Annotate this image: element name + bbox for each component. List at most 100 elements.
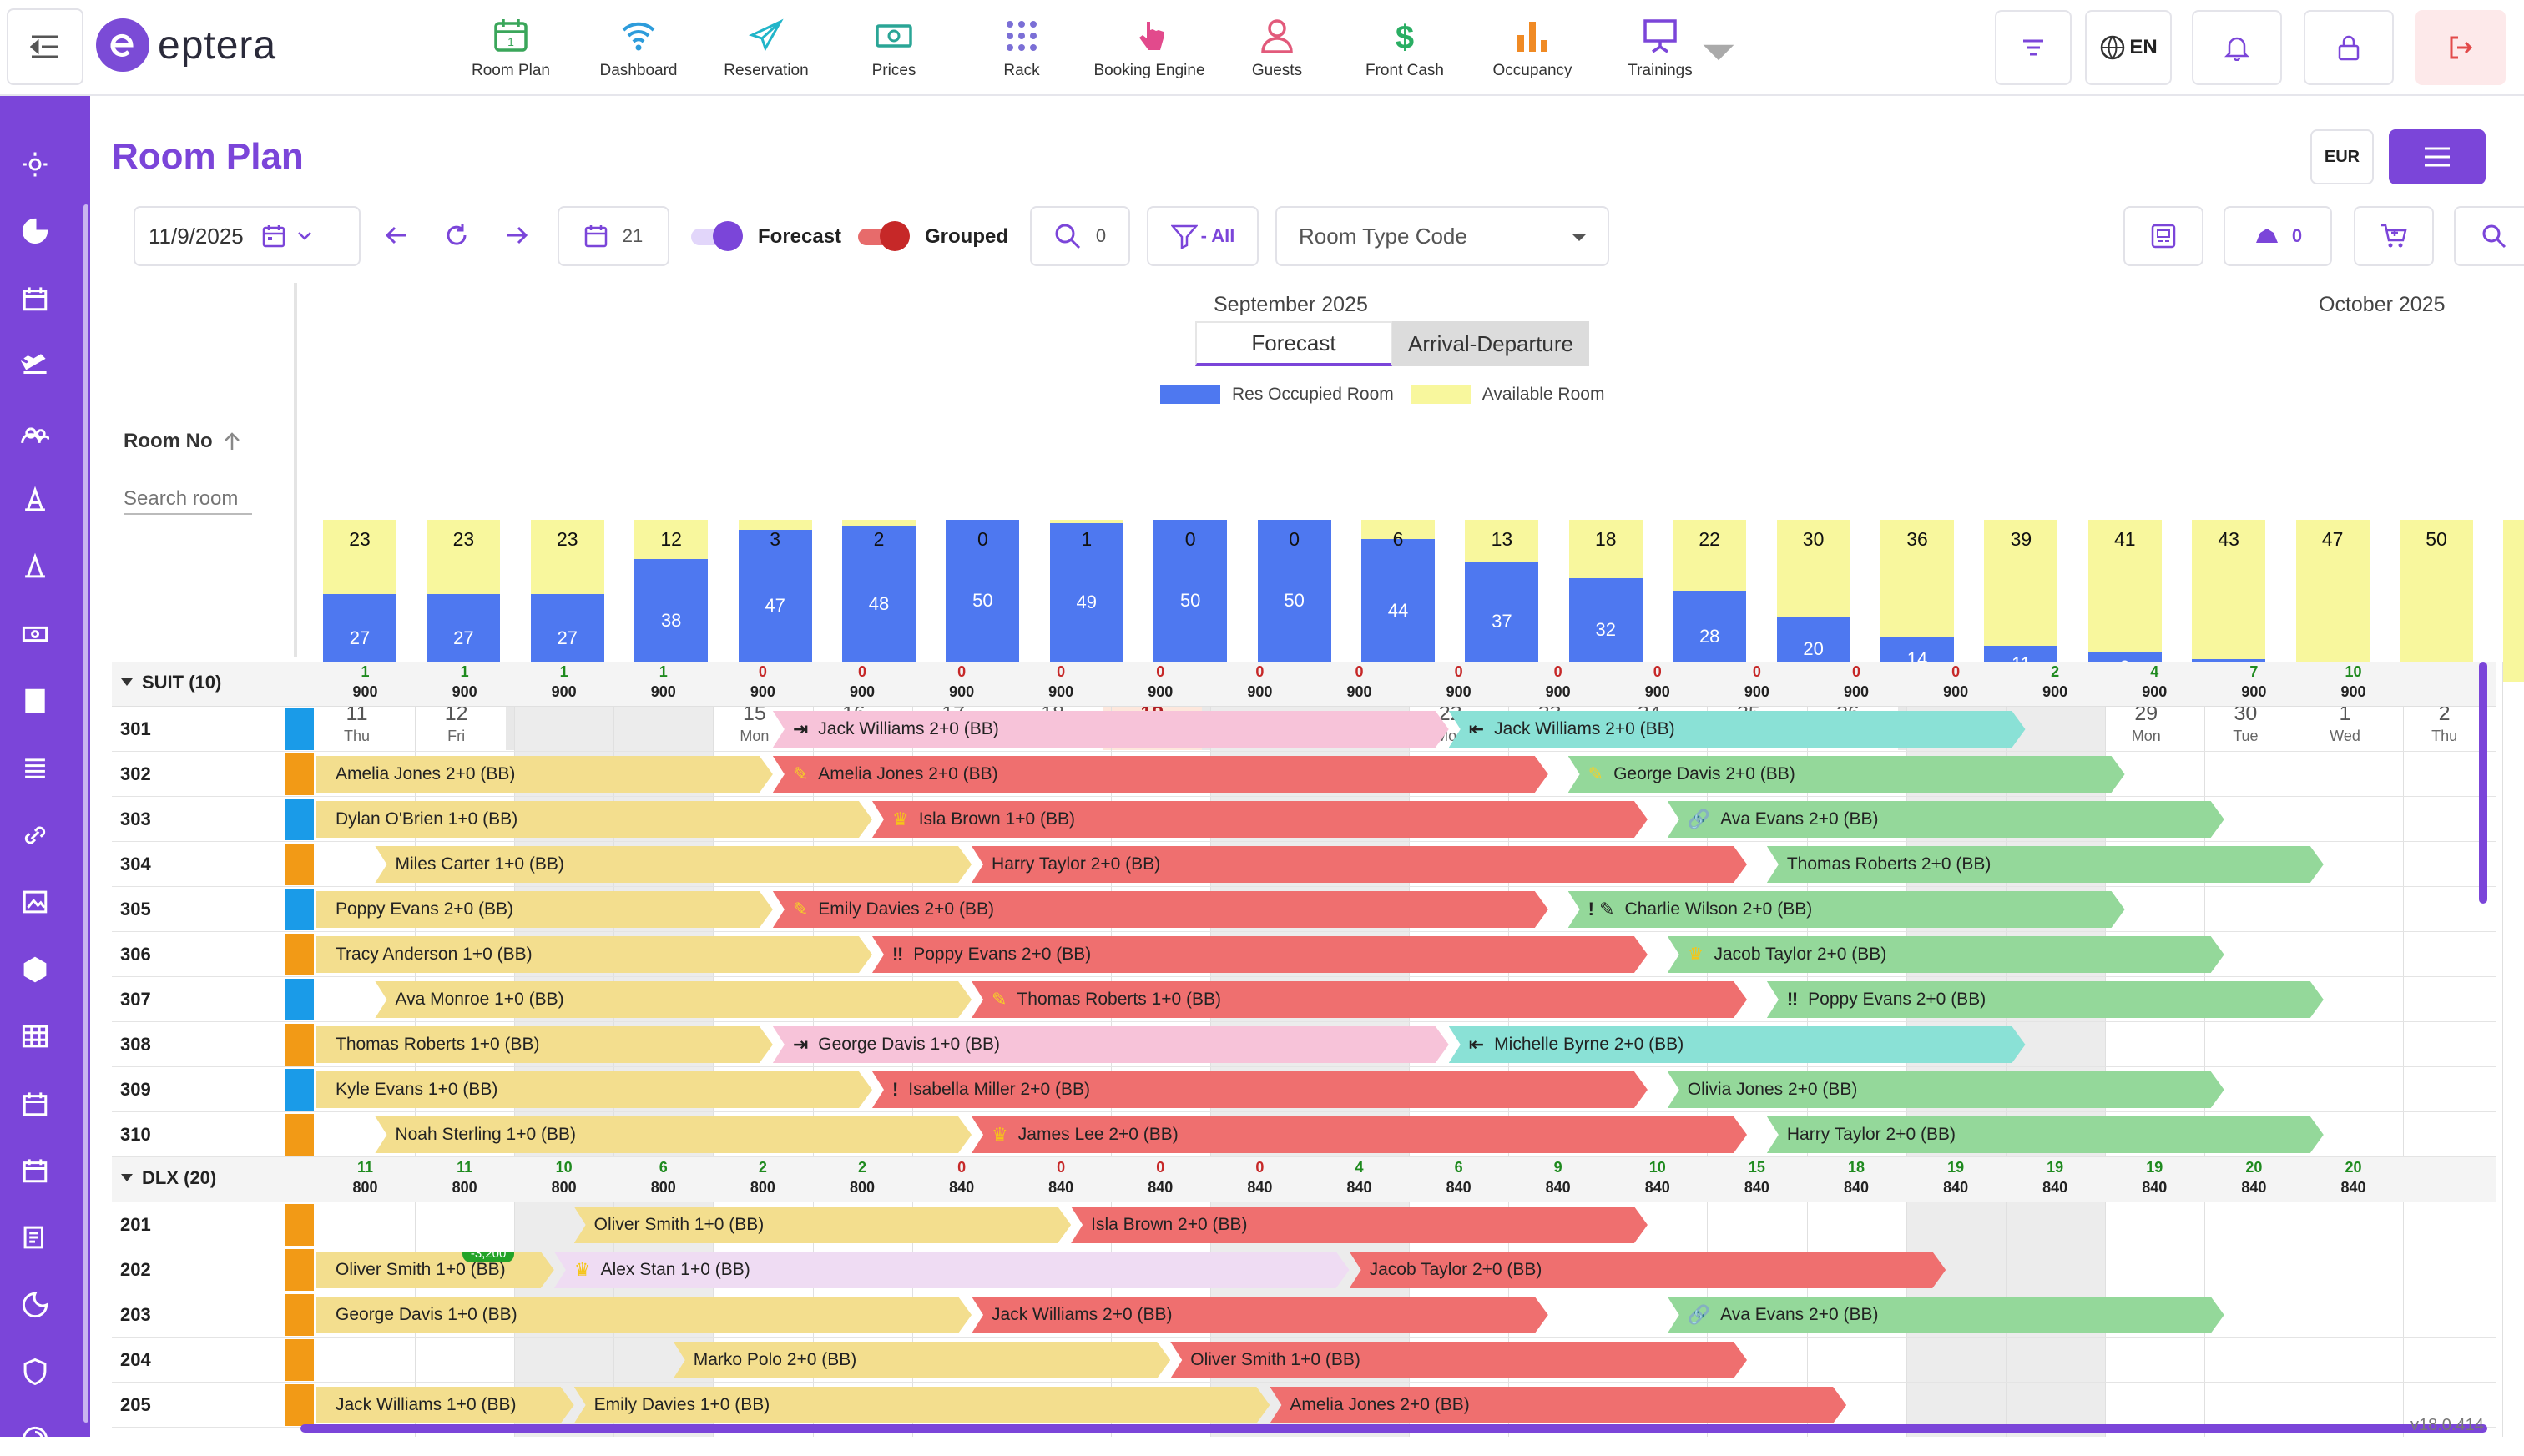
forecast-bar[interactable]: 0 50 — [1257, 520, 1331, 682]
reservation-bar[interactable]: Miles Carter 1+0 (BB) — [375, 846, 972, 883]
calendar-icon[interactable] — [262, 224, 285, 249]
filter-lines-button[interactable] — [1995, 10, 2072, 85]
reservation-bar[interactable]: Poppy Evans 2+0 (BB) — [316, 891, 773, 928]
nav-room-plan[interactable]: 1 Room Plan — [448, 7, 573, 90]
chevron-down-icon[interactable] — [297, 231, 312, 241]
reservation-bar[interactable]: ! ✎ Charlie Wilson 2+0 (BB) — [1568, 891, 2125, 928]
forecast-bar[interactable]: 0 50 — [946, 520, 1020, 682]
reservation-bar[interactable]: Marko Polo 2+0 (BB) — [674, 1342, 1171, 1378]
tab-forecast[interactable]: Forecast — [1195, 321, 1392, 366]
tab-arrival-departure[interactable]: Arrival-Departure — [1392, 321, 1589, 366]
group-header[interactable]: SUIT (10) — [120, 672, 221, 693]
nav-booking-engine[interactable]: Booking Engine — [1087, 7, 1212, 90]
reservation-bar[interactable]: Emily Davies 1+0 (BB) — [574, 1387, 1270, 1423]
room-type-select[interactable]: Room Type Code — [1275, 206, 1609, 266]
forecast-bar[interactable]: 2 48 — [842, 520, 916, 682]
room-number[interactable]: 205 — [120, 1394, 151, 1415]
forecast-bar[interactable]: 0 50 — [1153, 520, 1228, 682]
reservation-bar[interactable]: Amelia Jones 2+0 (BB) — [316, 756, 773, 793]
room-number[interactable]: 307 — [120, 989, 151, 1010]
reservation-bar[interactable]: ✎ Thomas Roberts 1+0 (BB) — [972, 981, 1747, 1018]
search-button[interactable]: 0 — [1030, 206, 1130, 266]
room-number[interactable]: 309 — [120, 1079, 151, 1100]
room-number[interactable]: 304 — [120, 854, 151, 874]
calendar-icon[interactable] — [18, 282, 52, 315]
previous-button[interactable] — [384, 223, 409, 252]
maintenance-icon[interactable] — [18, 550, 52, 583]
room-number[interactable]: 308 — [120, 1034, 151, 1055]
book-icon[interactable] — [18, 684, 52, 718]
days-button[interactable]: 21 — [558, 206, 669, 266]
nav-guests[interactable]: Guests — [1214, 7, 1340, 90]
grouped-toggle[interactable] — [858, 221, 916, 251]
table-icon[interactable] — [18, 1020, 52, 1053]
housekeeping-icon[interactable] — [18, 483, 52, 516]
calendar-icon[interactable] — [18, 1154, 52, 1187]
nav-rack[interactable]: Rack — [959, 7, 1084, 90]
reservation-bar[interactable]: Harry Taylor 2+0 (BB) — [1767, 1116, 2324, 1153]
sidebar-scrollbar[interactable] — [83, 204, 88, 1423]
forecast-bar[interactable]: 36 14 — [1880, 520, 1954, 682]
reservation-bar[interactable]: Harry Taylor 2+0 (BB) — [972, 846, 1747, 883]
arrivals-button[interactable]: 0 — [2224, 206, 2332, 266]
reservation-bar[interactable]: Jacob Taylor 2+0 (BB) — [1350, 1252, 1946, 1288]
reservation-bar[interactable]: Noah Sterling 1+0 (BB) — [375, 1116, 972, 1153]
date-cell[interactable]: 2 Thu — [2395, 695, 2494, 750]
nav-trainings[interactable]: Trainings — [1598, 7, 1734, 90]
page-menu-button[interactable] — [2389, 129, 2486, 184]
cart-button[interactable] — [2354, 206, 2434, 266]
package-icon[interactable] — [18, 953, 52, 986]
forecast-bar[interactable]: 1 49 — [1049, 520, 1123, 682]
nav-dashboard[interactable]: Dashboard — [576, 7, 701, 90]
group-header[interactable]: DLX (20) — [120, 1167, 216, 1189]
nav-reservation[interactable]: Reservation — [704, 7, 829, 90]
forecast-bar[interactable]: 3911 — [1984, 520, 2058, 682]
filter-all-button[interactable]: - All — [1147, 206, 1259, 266]
lock-button[interactable] — [2304, 10, 2394, 85]
language-button[interactable]: EN — [2085, 10, 2172, 85]
settings-icon[interactable] — [18, 148, 52, 181]
forecast-bar[interactable]: 43 7 — [2192, 520, 2266, 682]
reservation-bar[interactable]: 🔗 Ava Evans 2+0 (BB) — [1668, 1297, 2224, 1333]
room-group-row[interactable]: SUIT (10) 1 900 1 900 1 900 1 900 0 900 0 900 0 900 0 90… — [112, 662, 2496, 707]
currency-button[interactable]: EUR — [2310, 129, 2374, 184]
guests-icon[interactable] — [18, 416, 52, 450]
reservation-bar[interactable]: ⇤ Jack Williams 2+0 (BB) — [1449, 711, 2026, 748]
forecast-bar[interactable]: 18 32 — [1568, 520, 1643, 682]
pie-chart-icon[interactable] — [18, 214, 52, 248]
nav-front-cash[interactable]: $ Front Cash — [1342, 7, 1467, 90]
reservation-bar[interactable]: ⇤ Michelle Byrne 2+0 (BB) — [1449, 1026, 2026, 1063]
theme-icon[interactable] — [18, 1423, 52, 1456]
forecast-bar[interactable]: 50 — [2400, 520, 2473, 682]
reservation-bar[interactable]: ✎ George Davis 2+0 (BB) — [1568, 756, 2125, 793]
date-picker[interactable]: 11/9/2025 — [134, 206, 361, 266]
departure-icon[interactable] — [18, 349, 52, 382]
search-room-input[interactable] — [124, 485, 252, 515]
link-icon[interactable] — [18, 819, 52, 852]
forecast-bar[interactable]: 50 — [2503, 520, 2524, 682]
reservation-bar[interactable]: Kyle Evans 1+0 (BB) — [316, 1071, 872, 1108]
reservation-bar[interactable]: ‼ Poppy Evans 2+0 (BB) — [872, 936, 1648, 973]
forecast-bar[interactable]: 23 27 — [427, 520, 501, 682]
room-number[interactable]: 303 — [120, 809, 151, 829]
shield-icon[interactable] — [18, 1355, 52, 1388]
room-number[interactable]: 203 — [120, 1304, 151, 1325]
reservation-bar[interactable]: Ava Monroe 1+0 (BB) — [375, 981, 972, 1018]
reservation-bar[interactable]: Oliver Smith 1+0 (BB) — [1170, 1342, 1747, 1378]
report-icon[interactable] — [18, 1221, 52, 1254]
forecast-bar[interactable]: 6 44 — [1361, 520, 1435, 682]
forecast-bar[interactable]: 23 27 — [323, 520, 396, 682]
grid-horizontal-scrollbar[interactable] — [300, 1424, 2487, 1433]
notifications-button[interactable] — [2192, 10, 2282, 85]
room-number[interactable]: 306 — [120, 944, 151, 965]
reservation-bar[interactable]: Olivia Jones 2+0 (BB) — [1668, 1071, 2224, 1108]
cash-icon[interactable] — [18, 617, 52, 651]
forecast-bar[interactable]: 3 47 — [738, 520, 812, 682]
forecast-bar[interactable]: 30 20 — [1776, 520, 1850, 682]
grid-vertical-scrollbar[interactable] — [2479, 662, 2487, 904]
reservation-bar[interactable]: Dylan O'Brien 1+0 (BB) — [316, 801, 872, 838]
menu-toggle-button[interactable] — [7, 8, 83, 85]
reservation-bar[interactable]: George Davis 1+0 (BB) — [316, 1297, 972, 1333]
room-number[interactable]: 305 — [120, 899, 151, 919]
reservation-bar[interactable]: Jack Williams 2+0 (BB) — [972, 1297, 1548, 1333]
